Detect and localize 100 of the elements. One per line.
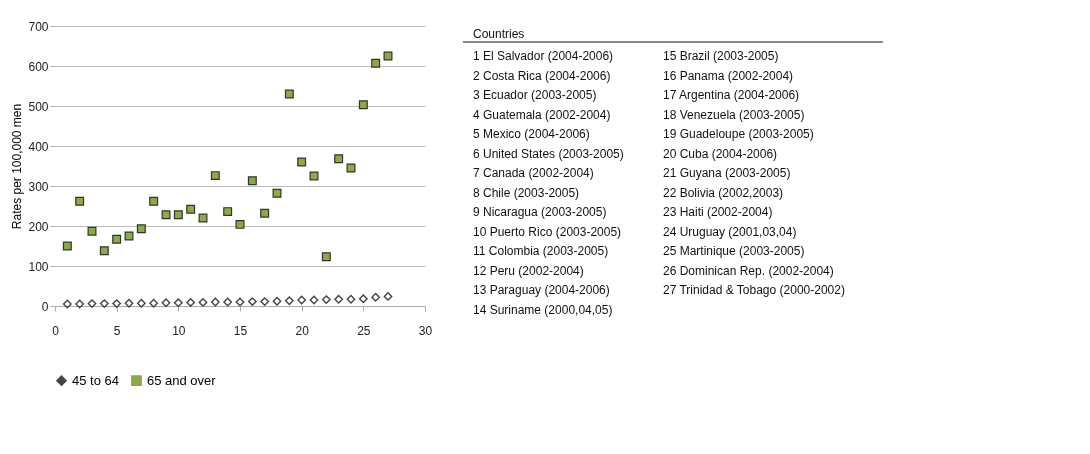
text: 9 Nicaragua (2003-2005)	[473, 205, 607, 219]
text: 1 El Salvador (2004-2006)	[473, 49, 614, 63]
text: Countries	[473, 27, 525, 41]
point	[75, 196, 85, 206]
point	[346, 294, 356, 304]
point	[235, 219, 245, 229]
point	[173, 210, 183, 220]
point	[99, 299, 109, 309]
x-tick-label: 10	[172, 323, 186, 338]
text: 4 Guatemala (2002-2004)	[473, 107, 611, 122]
point	[297, 295, 307, 305]
text: 18 Venezuela (2003-2005)	[663, 107, 805, 122]
point	[149, 196, 159, 206]
text: 3 Ecuador (2003-2005)	[473, 88, 597, 102]
point	[112, 299, 122, 309]
text: 17 Argentina (2004-2006)	[663, 88, 800, 102]
point	[173, 298, 183, 308]
text: 10 Puerto Rico (2003-2005)	[473, 224, 622, 239]
point	[284, 296, 294, 306]
y-tick-label: 600	[28, 59, 49, 74]
point	[210, 297, 220, 307]
x-tick-label: 15	[233, 323, 248, 338]
point	[124, 231, 134, 241]
point	[334, 294, 344, 304]
point	[75, 299, 85, 309]
point	[161, 210, 171, 220]
point	[272, 296, 282, 306]
point	[260, 208, 270, 218]
text: 23 Haiti (2002-2004)	[663, 205, 773, 219]
point	[371, 292, 381, 302]
text: 19 Guadeloupe (2003-2005)	[663, 127, 814, 141]
point	[309, 171, 319, 181]
y-tick-label: 0	[41, 299, 49, 314]
point	[198, 297, 208, 307]
text: 27 Trinidad & Tobago (2000-2002)	[663, 283, 845, 297]
text: 8 Chile (2003-2005)	[473, 185, 580, 200]
text: 20 Cuba (2004-2006)	[663, 146, 778, 161]
point	[247, 176, 257, 186]
point	[346, 163, 356, 173]
point	[334, 154, 344, 164]
point	[272, 188, 282, 198]
x-tick-label: 20	[295, 323, 310, 338]
text: 6 United States (2003-2005)	[473, 146, 624, 161]
point	[161, 298, 171, 308]
point	[297, 157, 307, 167]
point	[149, 298, 159, 308]
text: 11 Colombia (2003-2005)	[473, 244, 609, 258]
point	[383, 51, 393, 61]
text: 2 Costa Rica (2004-2006)	[473, 68, 611, 83]
text: 5 Mexico (2004-2006)	[473, 127, 590, 141]
point	[186, 297, 196, 307]
text: 15 Brazil (2003-2005)	[663, 49, 779, 63]
x-tick-label: 30	[418, 323, 433, 338]
point	[198, 213, 208, 223]
text: 7 Canada (2002-2004)	[473, 166, 594, 180]
x-tick-label: 25	[357, 323, 371, 338]
point	[87, 226, 97, 236]
x-tick-label: 5	[113, 323, 121, 338]
text: 14 Suriname (2000,04,05)	[473, 302, 613, 317]
point	[112, 234, 122, 244]
point	[358, 100, 368, 110]
point	[235, 297, 245, 307]
legend-label: 65 and over	[147, 372, 217, 388]
point	[358, 294, 368, 304]
point	[62, 241, 72, 251]
point	[99, 246, 109, 256]
y-tick-label: 500	[28, 99, 49, 114]
point	[371, 58, 381, 68]
text: 12 Peru (2002-2004)	[473, 263, 584, 278]
point	[136, 224, 146, 234]
y-tick-label: 700	[28, 19, 49, 34]
point	[223, 297, 233, 307]
point	[321, 295, 331, 305]
point	[223, 207, 233, 217]
point	[284, 89, 294, 99]
point	[62, 299, 72, 309]
point	[124, 298, 134, 308]
point	[247, 297, 257, 307]
point	[210, 171, 220, 181]
y-tick-label: 100	[28, 259, 49, 274]
point	[383, 291, 393, 301]
y-tick-label: 200	[28, 219, 49, 234]
text: 21 Guyana (2003-2005)	[663, 166, 791, 180]
x-tick-label: 0	[52, 323, 60, 338]
point	[321, 252, 331, 262]
text: 13 Paraguay (2004-2006)	[473, 283, 610, 297]
point	[186, 204, 196, 214]
y-tick-label: 300	[28, 179, 49, 194]
y-tick-label: 400	[28, 139, 49, 154]
y-axis-title: Rates per 100,000 men	[10, 103, 25, 230]
point	[87, 299, 97, 309]
point	[136, 298, 146, 308]
point	[260, 297, 270, 307]
text: 26 Dominican Rep. (2002-2004)	[663, 263, 834, 278]
text: 16 Panama (2002-2004)	[663, 68, 794, 83]
text: 24 Uruguay (2001,03,04)	[663, 224, 797, 239]
legend-label: 45 to 64	[72, 372, 119, 388]
text: 25 Martinique (2003-2005)	[663, 244, 805, 258]
text: 22 Bolivia (2002,2003)	[663, 185, 784, 200]
point	[309, 295, 319, 305]
